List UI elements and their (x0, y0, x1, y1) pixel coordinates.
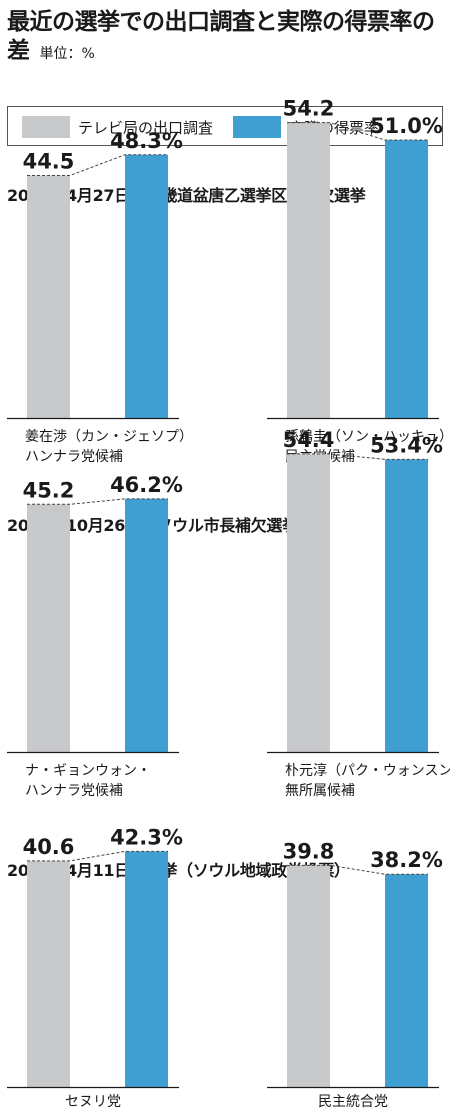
legend: テレビ局の出口調査 実際の得票率 (7, 106, 443, 146)
bar-exit-poll (27, 504, 70, 752)
dashed-connector (27, 850, 168, 862)
bar-panel-1-1: 44.5 48.3% (7, 129, 183, 420)
section-title-1: 2011年4月27日 京畿道盆唐乙選挙区の補欠選挙 (7, 186, 366, 205)
bar-panel-3-1: 40.6 42.3% (7, 825, 183, 1089)
legend-swatch-actual (233, 116, 281, 138)
candidate-label: セヌリ党 (7, 1092, 179, 1112)
legend-label-exit-poll: テレビ局の出口調査 (78, 118, 214, 137)
bar-exit-poll (27, 860, 70, 1087)
data-label: 51.0% (370, 114, 443, 138)
data-label: 44.5 (23, 149, 75, 173)
bar-panel-3-2: 39.8 38.2% (267, 839, 443, 1089)
candidate-label: 朴元淳（パク・ウォンスン） 無所属候補 (285, 761, 450, 801)
bar-actual (385, 874, 428, 1087)
dashed-connector (287, 453, 428, 460)
dashed-connector (287, 122, 428, 141)
bar-exit-poll (287, 865, 330, 1087)
candidate-label-line: 姜在渉（カン・ジェソプ） (25, 429, 193, 445)
chart-title: 最近の選挙での出口調査と実際の得票率の差 単位：% (7, 8, 443, 69)
data-label: 46.2% (110, 473, 183, 497)
data-label: 48.3% (110, 129, 183, 153)
section-title-3: 2012年4月11日総選挙（ソウル地域政党投票） (7, 861, 350, 880)
title-text: 最近の選挙での出口調査と実際の得票率の差 (7, 9, 435, 64)
bar-actual (125, 154, 168, 418)
data-label: 45.2 (23, 478, 75, 502)
candidate-label-line: 孫鶴圭（ソン・ハッキュ） (285, 429, 450, 445)
candidate-label: 民主統合党 (267, 1092, 439, 1112)
data-label: 54.4 (283, 428, 335, 452)
candidate-label-line: ナ・ギョンウォン・ (25, 763, 151, 779)
bar-panel-2-2: 54.4 53.4% (267, 428, 443, 754)
bar-panel-2-1: 45.2 46.2% (7, 473, 183, 754)
candidate-label-line: 無所属候補 (285, 783, 355, 799)
data-label: 39.8 (283, 839, 335, 863)
bar-exit-poll (287, 453, 330, 752)
bar-actual (125, 851, 168, 1087)
data-label: 42.3% (110, 825, 183, 849)
candidate-label-line: ハンナラ党候補 (25, 449, 123, 465)
bar-exit-poll (27, 175, 70, 418)
candidate-label-line: 民主統合党 (318, 1094, 388, 1110)
dashed-connector (27, 154, 168, 176)
bar-panel-1-2: 54.2 51.0% (267, 97, 443, 420)
candidate-label: ナ・ギョンウォン・ ハンナラ党候補 (25, 761, 151, 801)
dashed-connector (287, 864, 428, 875)
bar-actual (125, 498, 168, 752)
dashed-connector (27, 498, 168, 505)
legend-swatch-exit-poll (22, 116, 70, 138)
bar-exit-poll (287, 122, 330, 419)
candidate-label-line: セヌリ党 (65, 1094, 121, 1110)
data-label: 53.4% (370, 433, 443, 457)
candidate-label-line: ハンナラ党候補 (25, 783, 123, 799)
data-label: 54.2 (283, 97, 335, 121)
data-label: 40.6 (23, 835, 75, 859)
bar-actual (385, 459, 428, 752)
data-label: 38.2% (370, 848, 443, 872)
bar-actual (385, 140, 428, 419)
legend-item-exit-poll: テレビ局の出口調査 (22, 116, 213, 138)
unit-label: 単位：% (39, 46, 95, 62)
candidate-label: 姜在渉（カン・ジェソプ） ハンナラ党候補 (25, 427, 193, 467)
candidate-label-line: 朴元淳（パク・ウォンスン） (285, 763, 450, 779)
